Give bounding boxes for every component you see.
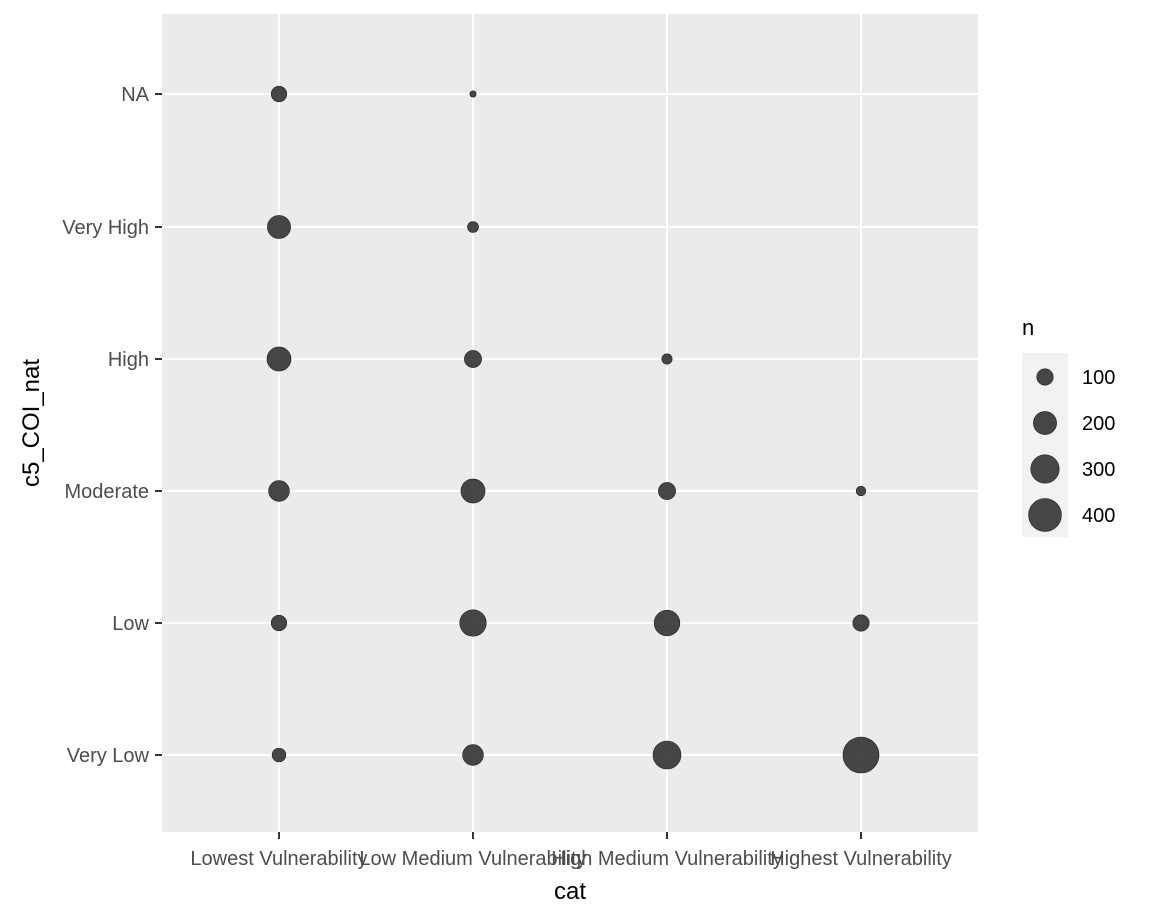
data-point [653,609,681,637]
data-point [271,747,287,763]
legend-key-circle [1028,498,1062,532]
legend-key-label: 100 [1082,367,1115,389]
y-tick-label: Moderate [65,481,150,503]
data-point [652,740,682,770]
data-point [658,482,676,500]
data-point [266,346,292,372]
data-point [268,480,290,502]
x-tick-label: Low Medium Vulnerability [359,848,586,870]
x-tick-label: High Medium Vulnerability [551,848,783,870]
size-legend: n 100 200 300 400 [1022,315,1115,537]
x-tick-label: Lowest Vulnerability [190,848,367,870]
data-point [855,485,867,497]
legend-key-label: 400 [1082,505,1115,527]
legend-key-label: 300 [1082,459,1115,481]
data-points [266,85,880,774]
data-point [661,353,673,365]
y-tick-label: Very High [62,217,149,239]
legend-key-circle [1036,368,1054,386]
legend-title: n [1022,315,1034,340]
data-point [852,614,870,632]
data-point [267,215,291,239]
data-point [462,744,484,766]
y-tick-label: NA [121,84,149,106]
data-point [459,609,487,637]
legend-key-circle [1033,411,1057,435]
y-axis-title: c5_COI_nat [18,359,45,487]
y-axis: Very Low Low Moderate High Very High NA [62,84,162,767]
x-axis-title: cat [554,878,586,905]
data-point [270,85,288,103]
data-point [469,90,477,98]
data-point [467,221,479,233]
plot-panel [162,14,978,832]
grid-lines [162,14,978,832]
legend-key-label: 200 [1082,413,1115,435]
y-tick-label: Very Low [67,745,150,767]
data-point [464,350,482,368]
data-point [842,736,880,774]
y-tick-label: Low [112,613,149,635]
legend-keys: 100 200 300 400 [1028,367,1115,532]
y-tick-label: High [108,349,149,371]
x-tick-label: Highest Vulnerability [770,848,952,870]
data-point [460,478,486,504]
data-point [270,614,288,632]
legend-key-circle [1030,454,1060,484]
